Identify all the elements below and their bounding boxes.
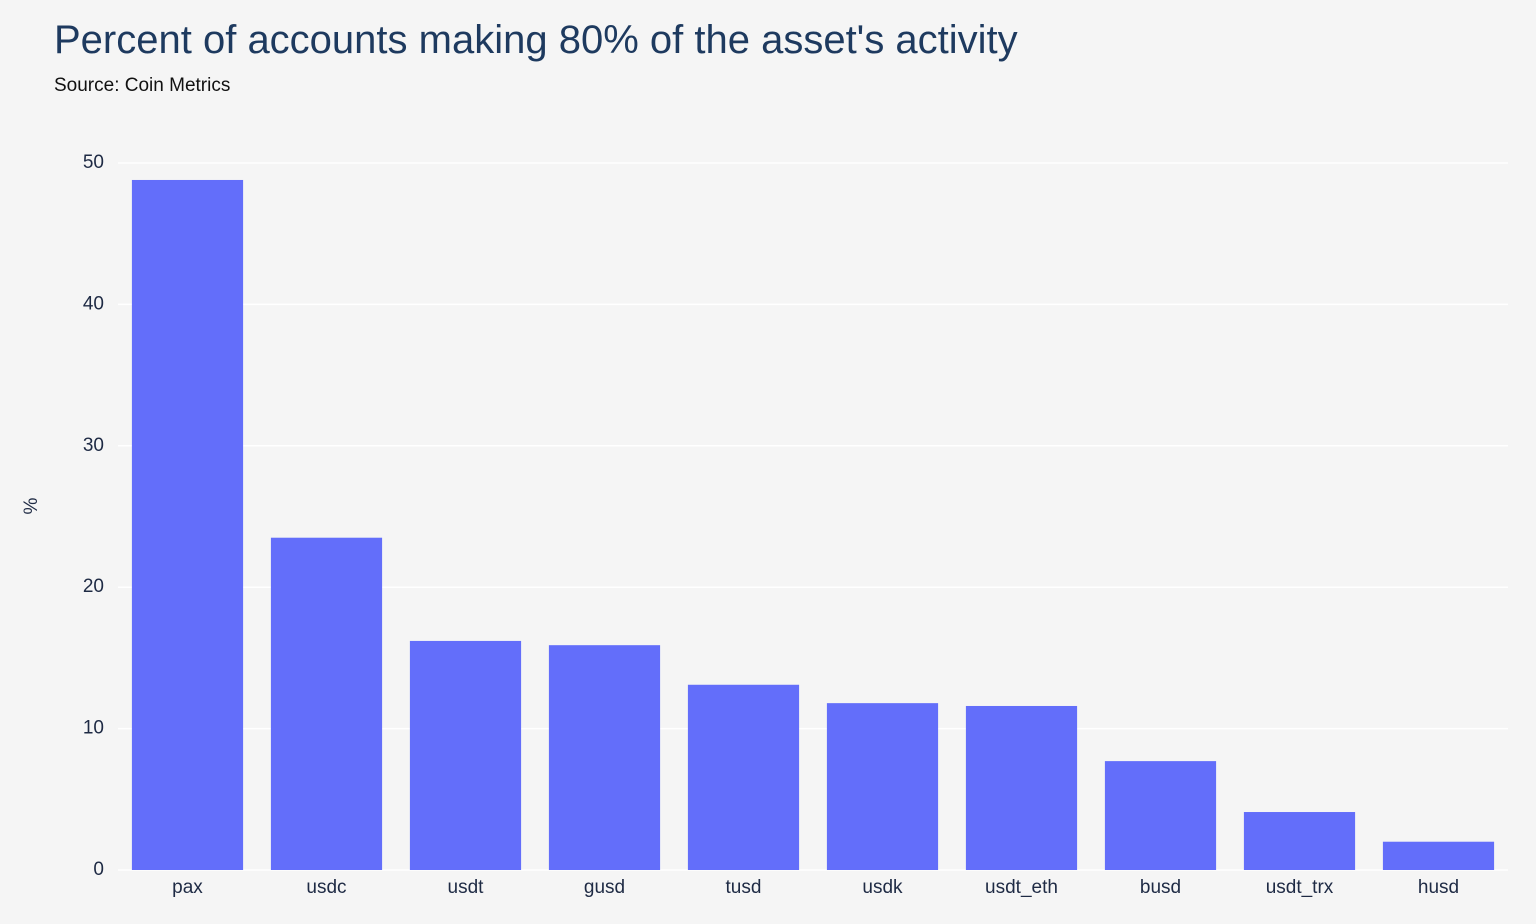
x-axis-ticks: pax usdc usdt gusd tusd usdk usdt_eth busd usdt_… (172, 877, 1459, 898)
y-tick-label: 30 (83, 435, 104, 456)
x-tick-label: tusd (726, 877, 762, 898)
bar-usdt_trx[interactable] (1243, 812, 1356, 870)
bar-usdc[interactable] (270, 537, 383, 870)
y-tick-label: 20 (83, 576, 104, 597)
bar-husd[interactable] (1382, 841, 1495, 870)
bars (131, 179, 1495, 870)
x-tick-label: husd (1418, 877, 1459, 898)
bar-pax[interactable] (131, 179, 244, 870)
bar-usdt_eth[interactable] (965, 705, 1078, 870)
bar-usdt[interactable] (409, 640, 522, 870)
x-tick-label: pax (172, 877, 203, 898)
x-tick-label: gusd (584, 877, 625, 898)
bar-busd[interactable] (1104, 761, 1217, 870)
bar-tusd[interactable] (687, 684, 800, 870)
bar-gusd[interactable] (548, 645, 661, 870)
y-tick-label: 10 (83, 718, 104, 739)
chart-subtitle: Source: Coin Metrics (54, 75, 231, 96)
y-axis-label: % (21, 497, 42, 514)
x-tick-label: usdt_trx (1266, 877, 1334, 898)
x-tick-label: usdt_eth (985, 877, 1058, 898)
x-tick-label: usdt (448, 877, 485, 898)
x-tick-label: usdc (306, 877, 346, 898)
x-tick-label: busd (1140, 877, 1181, 898)
y-tick-label: 40 (83, 293, 104, 314)
bar-usdk[interactable] (826, 703, 939, 870)
y-tick-label: 0 (93, 859, 104, 880)
y-axis-ticks: 0 10 20 30 40 50 (83, 152, 104, 880)
x-tick-label: usdk (862, 877, 903, 898)
chart-title: Percent of accounts making 80% of the as… (54, 18, 1018, 62)
y-tick-label: 50 (83, 152, 104, 173)
